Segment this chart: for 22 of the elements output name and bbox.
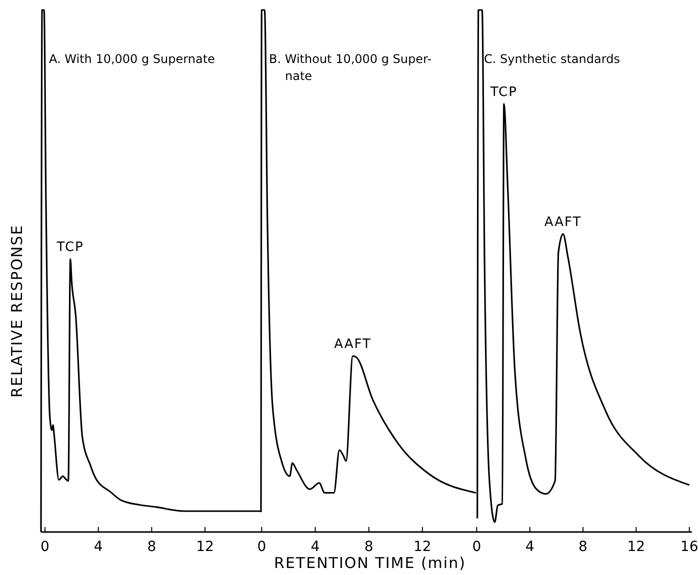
x-tick-label: 12 <box>627 538 646 555</box>
text: C. Synthetic standards <box>484 52 620 66</box>
x-tick-label: 8 <box>147 538 156 555</box>
x-tick-label: 4 <box>94 538 103 555</box>
x-tick-label: 0 <box>472 538 482 555</box>
annotation: TCP <box>56 240 84 255</box>
x-tick-label: 8 <box>364 538 374 555</box>
annotation: TCP <box>489 84 518 100</box>
text: A. With 10,000 g Supernate <box>49 52 215 66</box>
x-tick-label: 0 <box>257 538 266 555</box>
x-tick-label: 12 <box>414 538 432 555</box>
x-tick-label: 0 <box>40 538 50 555</box>
annotation: AAFT <box>544 214 582 230</box>
x-axis-title: RETENTION TIME (min) <box>274 554 466 572</box>
y-axis-title: RELATIVE RESPONSE <box>8 224 26 398</box>
x-tick-label: 12 <box>196 538 214 555</box>
annotation: AAFT <box>334 337 372 352</box>
x-tick-label: 16 <box>680 538 698 555</box>
x-tick-label: 4 <box>525 538 534 555</box>
text: B. Without 10,000 g Super- nate <box>269 52 432 83</box>
x-tick-label: 4 <box>310 538 320 555</box>
x-tick-label: 8 <box>578 538 588 555</box>
